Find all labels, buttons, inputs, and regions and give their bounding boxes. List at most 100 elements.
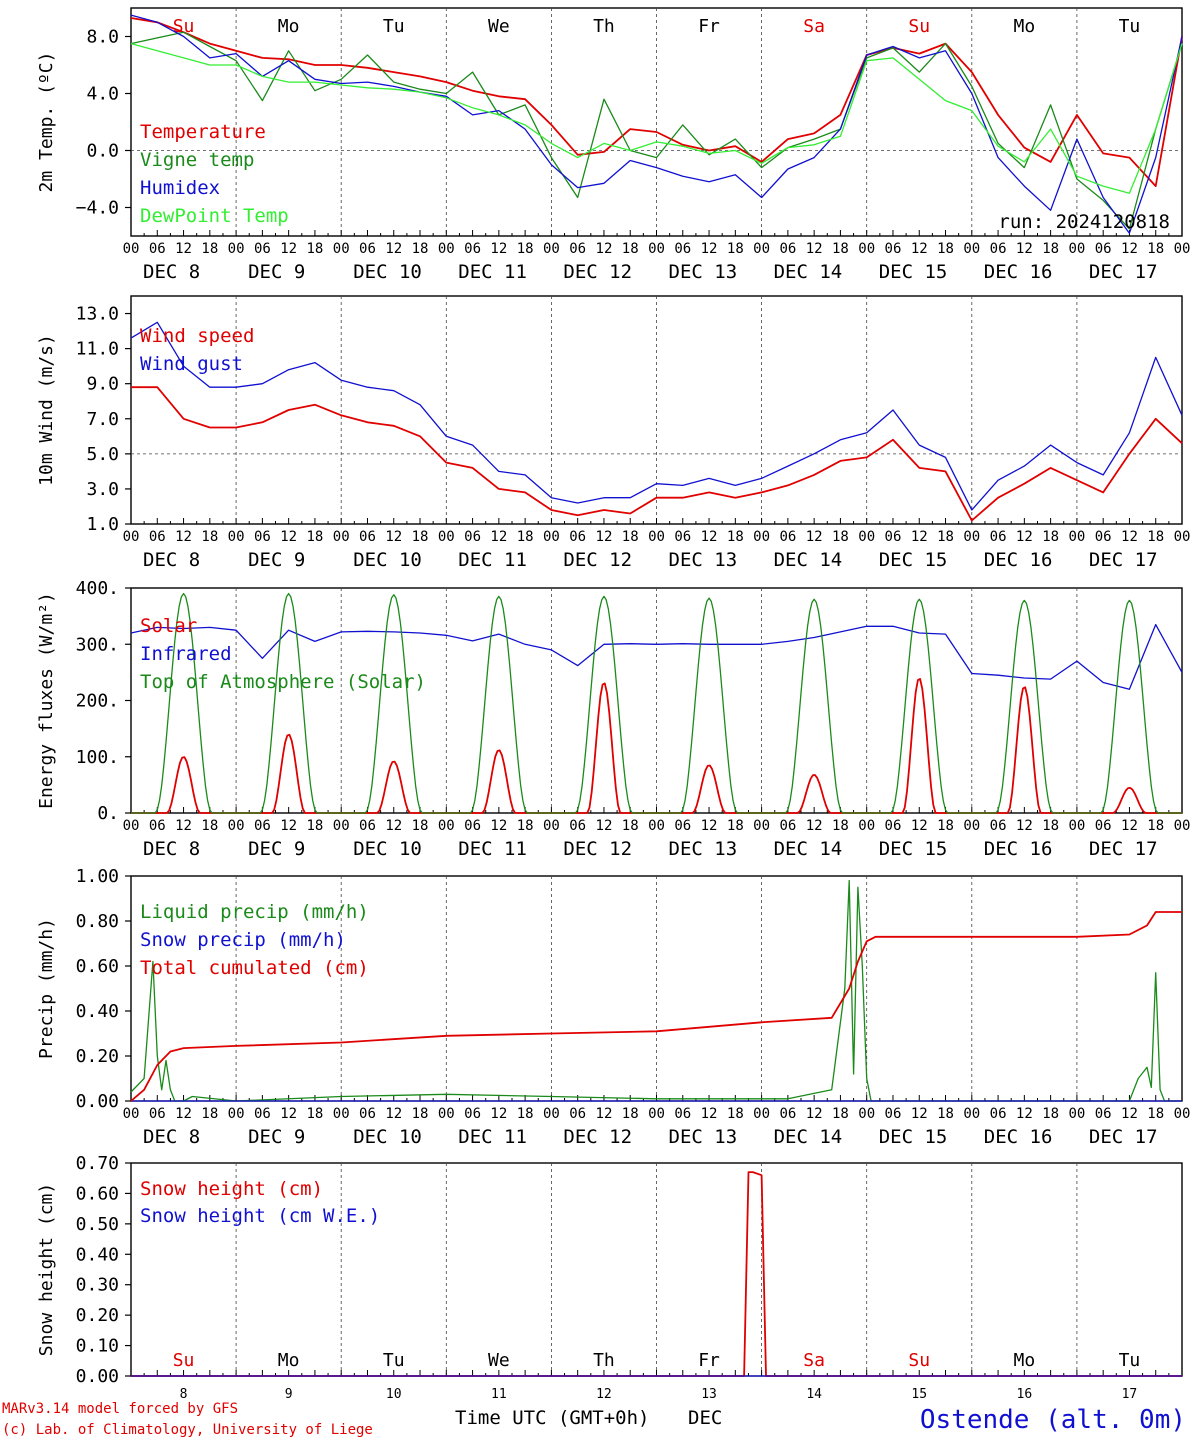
x-tick-label: 12 bbox=[701, 529, 718, 545]
weekday-label: Mo bbox=[278, 1350, 300, 1371]
weekday-label: Mo bbox=[1014, 1350, 1036, 1371]
x-tick-label: 12 bbox=[490, 818, 507, 834]
date-label: DEC 12 bbox=[563, 838, 632, 860]
x-tick-label: 18 bbox=[306, 241, 323, 257]
panel-precip: 1.00 0.80 0.60 0.40 0.20 0.00 Precip (mm/h) 00 0… bbox=[36, 866, 1190, 1148]
x-tick-label: 06 bbox=[885, 529, 902, 545]
x-tick-label: 00 bbox=[1068, 818, 1085, 834]
x-tick-label: 06 bbox=[254, 1106, 271, 1122]
x-tick-label: 06 bbox=[1095, 241, 1112, 257]
x-tick-label: 06 bbox=[149, 1106, 166, 1122]
weekday-label: Th bbox=[593, 16, 615, 37]
x-tick-label: 00 bbox=[543, 529, 560, 545]
x-tick-label: 06 bbox=[359, 818, 376, 834]
series-line bbox=[130, 321, 1183, 511]
date-label: DEC 9 bbox=[248, 261, 305, 283]
date-label: DEC 16 bbox=[984, 1126, 1053, 1148]
x-tick-label: 18 bbox=[412, 818, 429, 834]
x-tick-label: 06 bbox=[254, 529, 271, 545]
y-tick-label: 5.0 bbox=[86, 444, 119, 465]
x-tick-label: 18 bbox=[306, 1106, 323, 1122]
y-tick-label: 0.0 bbox=[86, 141, 119, 162]
weekday-label: Fr bbox=[698, 1350, 720, 1371]
x-tick-label: 06 bbox=[464, 1106, 481, 1122]
date-label: DEC 11 bbox=[458, 549, 527, 571]
x-tick-label: 12 bbox=[175, 1106, 192, 1122]
legend-entry: Snow height (cm) bbox=[140, 1178, 323, 1200]
x-tick-label: 12 bbox=[490, 1106, 507, 1122]
date-label: DEC 14 bbox=[774, 1126, 843, 1148]
date-label: DEC 11 bbox=[458, 1126, 527, 1148]
day-number-label: 8 bbox=[180, 1387, 188, 1402]
x-tick-label: 06 bbox=[149, 529, 166, 545]
x-tick-label: 12 bbox=[175, 529, 192, 545]
run-annotation: run: 2024120818 bbox=[998, 211, 1170, 233]
x-tick-label: 00 bbox=[438, 529, 455, 545]
x-tick-label: 00 bbox=[1068, 529, 1085, 545]
x-tick-label: 06 bbox=[674, 1106, 691, 1122]
y-tick-label: 0.30 bbox=[76, 1275, 119, 1296]
y-tick-label: 0.60 bbox=[76, 1183, 119, 1204]
date-label: DEC 15 bbox=[879, 261, 948, 283]
lab-credit: (c) Lab. of Climatology, University of L… bbox=[2, 1422, 373, 1438]
x-tick-label: 00 bbox=[963, 241, 980, 257]
x-tick-label: 18 bbox=[832, 529, 849, 545]
x-tick-label: 06 bbox=[885, 1106, 902, 1122]
x-tick-label: 06 bbox=[464, 529, 481, 545]
date-label: DEC 16 bbox=[984, 261, 1053, 283]
x-tick-label: 12 bbox=[1016, 818, 1033, 834]
weekday-label: Su bbox=[908, 16, 930, 37]
date-label: DEC 11 bbox=[458, 261, 527, 283]
y-tick-label: 0.20 bbox=[76, 1305, 119, 1326]
x-tick-label: 18 bbox=[937, 1106, 954, 1122]
date-label: DEC 14 bbox=[774, 261, 843, 283]
date-label: DEC 8 bbox=[143, 549, 200, 571]
y-tick-label: 7.0 bbox=[86, 409, 119, 430]
x-tick-label: 00 bbox=[858, 241, 875, 257]
y-axis-label: Snow height (cm) bbox=[36, 1183, 57, 1356]
x-tick-label: 00 bbox=[753, 1106, 770, 1122]
day-number-label: 14 bbox=[806, 1387, 822, 1402]
x-tick-label: 18 bbox=[201, 241, 218, 257]
date-label: DEC 10 bbox=[353, 1126, 422, 1148]
x-tick-label: 12 bbox=[596, 818, 613, 834]
x-axis-month: DEC bbox=[688, 1407, 722, 1429]
y-tick-label: 0. bbox=[97, 803, 119, 824]
x-tick-label: 18 bbox=[517, 1106, 534, 1122]
weekday-label: Tu bbox=[1119, 1350, 1141, 1371]
panel-wind: 13.0 11.0 9.0 7.0 5.0 3.0 1.0 10m Wind (m/s) 00 0… bbox=[36, 295, 1190, 571]
x-tick-label: 06 bbox=[569, 241, 586, 257]
x-tick-label: 06 bbox=[569, 1106, 586, 1122]
x-tick-label: 00 bbox=[228, 529, 245, 545]
x-tick-label: 18 bbox=[727, 1106, 744, 1122]
x-tick-label: 00 bbox=[648, 1106, 665, 1122]
x-tick-label: 00 bbox=[753, 241, 770, 257]
x-tick-label: 06 bbox=[464, 818, 481, 834]
x-tick-label: 06 bbox=[674, 529, 691, 545]
day-number-label: 13 bbox=[701, 1387, 717, 1402]
series-line bbox=[130, 17, 1183, 188]
x-tick-label: 18 bbox=[201, 529, 218, 545]
legend-entry: Wind gust bbox=[140, 353, 243, 375]
series-line bbox=[131, 592, 1182, 814]
x-axis-title: Time UTC (GMT+0h) bbox=[455, 1407, 649, 1429]
x-tick-label: 00 bbox=[753, 818, 770, 834]
weekday-label: Mo bbox=[278, 16, 300, 37]
x-tick-label: 00 bbox=[1174, 1106, 1191, 1122]
date-label: DEC 13 bbox=[669, 261, 738, 283]
x-tick-label: 06 bbox=[359, 241, 376, 257]
series-line bbox=[130, 623, 1183, 690]
day-number-label: 9 bbox=[285, 1387, 293, 1402]
x-tick-label: 06 bbox=[1095, 529, 1112, 545]
x-tick-label: 00 bbox=[1068, 241, 1085, 257]
date-label: DEC 17 bbox=[1089, 549, 1158, 571]
day-number-label: 11 bbox=[491, 1387, 507, 1402]
x-tick-label: 06 bbox=[569, 818, 586, 834]
y-tick-label: 1.0 bbox=[86, 514, 119, 535]
date-label: DEC 17 bbox=[1089, 838, 1158, 860]
x-tick-label: 00 bbox=[648, 529, 665, 545]
x-tick-label: 00 bbox=[123, 241, 140, 257]
legend-entry: Total cumulated (cm) bbox=[140, 957, 369, 979]
x-tick-label: 00 bbox=[963, 529, 980, 545]
